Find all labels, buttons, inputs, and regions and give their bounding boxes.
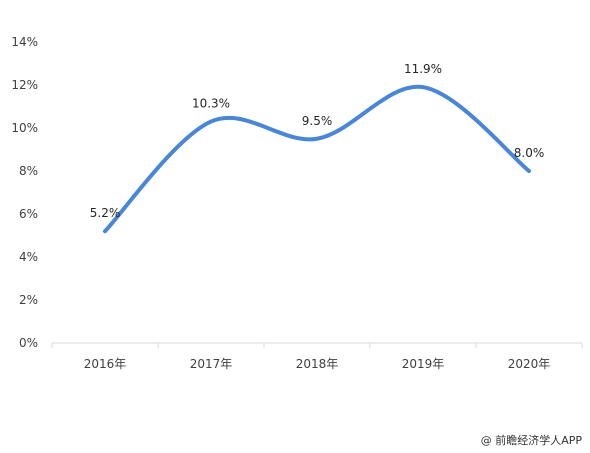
y-tick-label: 4% bbox=[19, 250, 38, 264]
data-label: 5.2% bbox=[90, 206, 121, 220]
x-tick-label: 2019年 bbox=[402, 357, 445, 371]
data-labels: 5.2% 10.3% 9.5% 11.9% 8.0% bbox=[90, 62, 545, 220]
x-tick-label: 2016年 bbox=[84, 357, 127, 371]
data-label: 11.9% bbox=[404, 62, 442, 76]
data-label: 10.3% bbox=[192, 97, 230, 111]
y-tick-label: 14% bbox=[11, 35, 38, 49]
data-label: 9.5% bbox=[302, 114, 333, 128]
y-tick-label: 2% bbox=[19, 293, 38, 307]
y-tick-label: 8% bbox=[19, 164, 38, 178]
x-axis: 2016年 2017年 2018年 2019年 2020年 bbox=[51, 343, 583, 371]
x-tick-label: 2018年 bbox=[296, 357, 339, 371]
y-tick-label: 0% bbox=[19, 336, 38, 350]
x-tick-label: 2020年 bbox=[508, 357, 551, 371]
y-tick-label: 6% bbox=[19, 207, 38, 221]
data-label: 8.0% bbox=[514, 146, 545, 160]
y-tick-label: 12% bbox=[11, 78, 38, 92]
series-line bbox=[103, 84, 531, 234]
y-tick-label: 10% bbox=[11, 121, 38, 135]
y-axis: 0% 2% 4% 6% 8% 10% 12% 14% bbox=[11, 35, 38, 350]
x-tick-label: 2017年 bbox=[190, 357, 233, 371]
watermark: @ 前瞻经济学人APP bbox=[480, 434, 582, 447]
